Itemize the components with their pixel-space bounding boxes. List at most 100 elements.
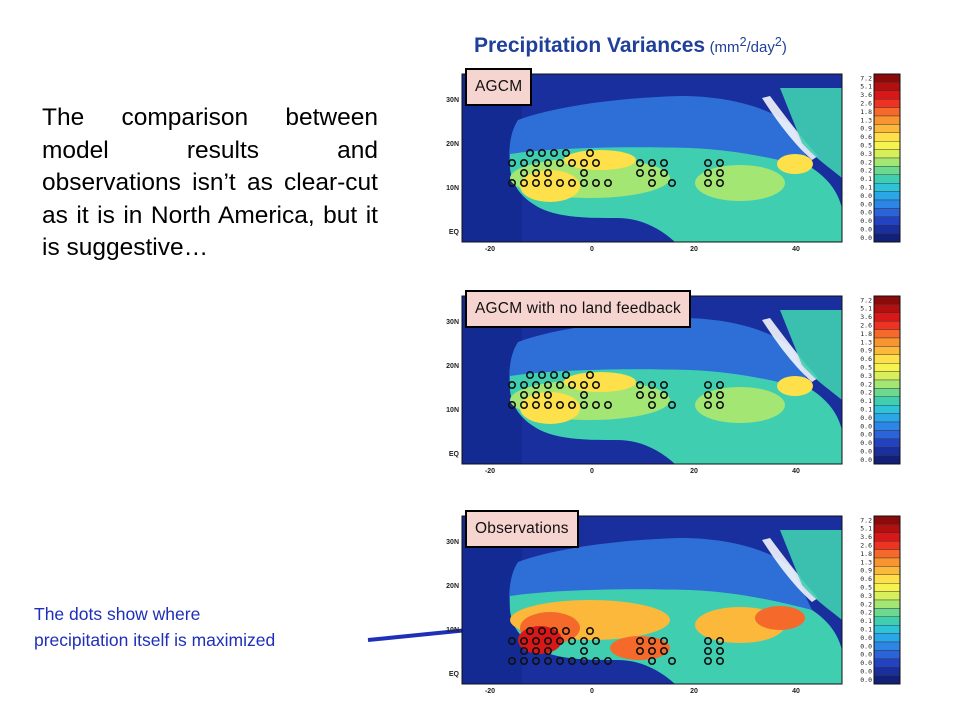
colorbar-tick: 0.9 bbox=[860, 347, 872, 355]
colorbar-tick: 0.0 bbox=[860, 651, 872, 659]
colorbar-tick: 0.0 bbox=[860, 414, 872, 422]
lon-label: 40 bbox=[792, 688, 800, 695]
lon-label: 40 bbox=[792, 246, 800, 253]
chart-title-main: Precipitation Variances bbox=[474, 34, 706, 57]
dots-note-line1: The dots show where bbox=[34, 604, 201, 624]
lon-label: 20 bbox=[690, 688, 698, 695]
colorbar bbox=[873, 295, 901, 465]
colorbar-tick: 0.1 bbox=[860, 626, 872, 634]
colorbar-tick: 2.6 bbox=[860, 100, 872, 108]
lat-label: 10N bbox=[446, 407, 459, 414]
colorbar-tick: 0.1 bbox=[860, 175, 872, 183]
colorbar-tick: 0.6 bbox=[860, 133, 872, 141]
colorbar-tick: 3.6 bbox=[860, 313, 872, 321]
colorbar-tick: 0.0 bbox=[860, 456, 872, 464]
colorbar-tick: 3.6 bbox=[860, 533, 872, 541]
colorbar-tick: 0.0 bbox=[860, 217, 872, 225]
lon-label: -20 bbox=[485, 688, 495, 695]
lon-label: -20 bbox=[485, 246, 495, 253]
colorbar-tick: 0.0 bbox=[860, 226, 872, 234]
lon-label: 20 bbox=[690, 468, 698, 475]
lat-label: 10N bbox=[446, 627, 459, 634]
colorbar-tick: 0.0 bbox=[860, 439, 872, 447]
lon-label: -20 bbox=[485, 468, 495, 475]
colorbar-tick: 0.0 bbox=[860, 192, 872, 200]
colorbar-tick: 0.0 bbox=[860, 431, 872, 439]
lon-label: 20 bbox=[690, 246, 698, 253]
colorbar-tick: 1.8 bbox=[860, 108, 872, 116]
colorbar-tick: 0.2 bbox=[860, 380, 872, 388]
lat-label: 30N bbox=[446, 319, 459, 326]
colorbar-tick: 0.2 bbox=[860, 600, 872, 608]
colorbar-tick: 1.8 bbox=[860, 550, 872, 558]
colorbar-tick: 1.3 bbox=[860, 116, 872, 124]
colorbar-tick: 0.5 bbox=[860, 364, 872, 372]
colorbar-tick: 3.6 bbox=[860, 91, 872, 99]
colorbar-tick: 0.0 bbox=[860, 659, 872, 667]
colorbar-tick: 0.0 bbox=[860, 642, 872, 650]
lat-label: 20N bbox=[446, 141, 459, 148]
panel-label-no-land-feedback: AGCM with no land feedback bbox=[465, 290, 691, 328]
lat-label: 10N bbox=[446, 185, 459, 192]
chart-title-unit: (mm2/day2) bbox=[709, 35, 787, 56]
colorbar-tick: 0.0 bbox=[860, 668, 872, 676]
colorbar-tick: 0.1 bbox=[860, 397, 872, 405]
colorbar-tick: 7.2 bbox=[860, 74, 872, 82]
map-panel-observations: 30N 20N 10N EQ -20 0 20 40 7.2 5.1 3.6 2.6 1.8 1.3 0.9… bbox=[440, 510, 910, 700]
colorbar-tick: 0.9 bbox=[860, 567, 872, 575]
lat-label: 30N bbox=[446, 539, 459, 546]
colorbar bbox=[873, 73, 901, 243]
colorbar-tick: 0.0 bbox=[860, 676, 872, 684]
colorbar-tick: 0.1 bbox=[860, 184, 872, 192]
precip-map-observations: 30N 20N 10N EQ -20 0 20 40 7.25.13.62.61.81.30.9… bbox=[446, 515, 901, 695]
lat-label: 20N bbox=[446, 583, 459, 590]
panel-label-agcm: AGCM bbox=[465, 68, 533, 106]
body-text: The comparison between model results and… bbox=[42, 104, 378, 261]
colorbar-tick: 0.1 bbox=[860, 617, 872, 625]
colorbar-tick: 0.5 bbox=[860, 142, 872, 150]
colorbar-tick: 0.2 bbox=[860, 389, 872, 397]
colorbar-tick: 7.2 bbox=[860, 296, 872, 304]
lat-label: 20N bbox=[446, 363, 459, 370]
colorbar-tick: 0.6 bbox=[860, 355, 872, 363]
colorbar-tick: 0.0 bbox=[860, 200, 872, 208]
colorbar-tick: 1.8 bbox=[860, 330, 872, 338]
colorbar-tick: 0.0 bbox=[860, 209, 872, 217]
colorbar-tick: 0.0 bbox=[860, 422, 872, 430]
colorbar-tick: 2.6 bbox=[860, 322, 872, 330]
colorbar-tick: 0.2 bbox=[860, 167, 872, 175]
colorbar-tick: 0.3 bbox=[860, 372, 872, 380]
map-panel-no-land-feedback: 30N 20N 10N EQ -20 0 20 40 7.2 5.1 3.6 2.6 1.8 1.3 0.9… bbox=[440, 290, 910, 480]
lat-label: EQ bbox=[449, 671, 460, 678]
lon-label: 0 bbox=[590, 688, 594, 695]
panel-label-observations: Observations bbox=[465, 510, 579, 548]
lat-label: EQ bbox=[449, 229, 460, 236]
colorbar-tick: 5.1 bbox=[860, 83, 872, 91]
colorbar-tick: 1.3 bbox=[860, 558, 872, 566]
colorbar-tick: 0.2 bbox=[860, 609, 872, 617]
dots-note: The dots show where precipitation itself… bbox=[34, 601, 275, 653]
colorbar bbox=[873, 515, 901, 685]
colorbar-tick: 7.2 bbox=[860, 516, 872, 524]
chart-title: Precipitation Variances (mm2/day2) bbox=[474, 34, 787, 58]
lon-label: 0 bbox=[590, 246, 594, 253]
colorbar-tick: 0.1 bbox=[860, 406, 872, 414]
colorbar-tick: 0.5 bbox=[860, 584, 872, 592]
lat-label: 30N bbox=[446, 97, 459, 104]
lat-label: EQ bbox=[449, 451, 460, 458]
colorbar-tick: 5.1 bbox=[860, 305, 872, 313]
colorbar-tick: 0.0 bbox=[860, 634, 872, 642]
colorbar-tick: 0.0 bbox=[860, 448, 872, 456]
colorbar-tick: 0.3 bbox=[860, 592, 872, 600]
colorbar-tick: 0.9 bbox=[860, 125, 872, 133]
dots-note-line2: precipitation itself is maximized bbox=[34, 630, 276, 650]
colorbar-tick: 0.2 bbox=[860, 158, 872, 166]
lon-label: 0 bbox=[590, 468, 594, 475]
colorbar-tick: 1.3 bbox=[860, 338, 872, 346]
colorbar-tick: 0.3 bbox=[860, 150, 872, 158]
colorbar-tick: 0.0 bbox=[860, 234, 872, 242]
lon-label: 40 bbox=[792, 468, 800, 475]
colorbar-tick: 2.6 bbox=[860, 542, 872, 550]
map-panel-agcm: 30N 20N 10N EQ -20 0 20 40 7.2 5.1 3.6 2.6 1.8 1.3 0.9… bbox=[440, 68, 910, 258]
colorbar-tick: 0.6 bbox=[860, 575, 872, 583]
